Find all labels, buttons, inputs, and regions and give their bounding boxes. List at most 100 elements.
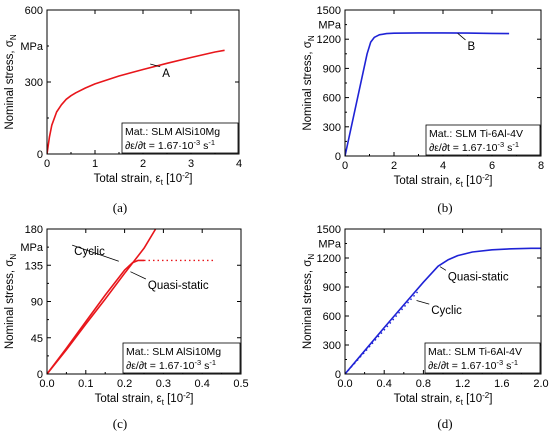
annotation-leader (457, 33, 466, 41)
series-line-2 (47, 259, 144, 374)
x-tick-label: 2.0 (533, 378, 548, 390)
annotation-label: Quasi-static (148, 280, 209, 292)
x-axis-label-superscript: -2 (182, 171, 190, 180)
x-axis-label-text: Total strain, ε (394, 393, 461, 405)
panel-caption: (a) (113, 200, 127, 215)
info-box (425, 124, 541, 156)
info-material: Mat.: SLM Ti-6Al-4V (429, 128, 523, 140)
x-tick-label: 3 (188, 158, 194, 170)
annotation-leader (150, 63, 161, 68)
info-strain-rate-exponent: -3 (497, 140, 504, 149)
info-strain-rate-unit-exponent: -1 (209, 358, 216, 367)
y-axis-label-subscript: N (307, 254, 316, 260)
info-strain-rate-unit-exponent: -1 (208, 138, 215, 147)
info-strain-rate-text: ∂ε/∂t = 1.67·10 (126, 360, 195, 372)
x-axis-label-superscript: -2 (183, 391, 191, 400)
x-axis-label-subscript: t (161, 178, 164, 187)
x-tick-label: 1.2 (455, 378, 470, 390)
y-tick-label: 45 (31, 333, 43, 345)
y-axis-label-text: Nominal stress, σ (302, 41, 314, 131)
info-strain-rate: ∂ε/∂t = 1.67·10-3 s-1 (429, 140, 519, 154)
y-axis-label-subscript: N (9, 34, 18, 40)
x-axis-label: Total strain, εt [10-2] (95, 391, 194, 407)
y-axis-label-subscript: N (307, 35, 316, 41)
info-material: Mat.: SLM AlSi10Mg (125, 126, 220, 138)
y-tick-label: 135 (25, 260, 43, 272)
info-strain-rate-unit-exponent: -1 (512, 140, 519, 149)
info-strain-rate-text: ∂ε/∂t = 1.67·10 (429, 142, 498, 154)
annotation-label: A (162, 68, 170, 80)
y-axis-label-text: Nominal stress, σ (302, 260, 314, 350)
x-axis-label-text: [10 (463, 175, 482, 187)
y-axis-label: Nominal stress, σN (4, 34, 18, 130)
info-strain-rate: ∂ε/∂t = 1.67·10-3 s-1 (125, 138, 215, 152)
info-strain-rate-unit: s (201, 360, 209, 372)
panel-caption: (c) (113, 416, 127, 431)
info-strain-rate-unit: s (503, 360, 511, 372)
x-tick-label: 2 (140, 158, 146, 170)
y-axis-label: Nominal stress, σN (302, 254, 316, 350)
x-tick-label: 0 (342, 160, 348, 172)
annotation-leader (72, 244, 119, 262)
series-line-1 (47, 229, 157, 374)
y-tick-label: 600 (25, 5, 43, 17)
chart-panel-3: 0.0 0.1 0.2 0.3 0.4 0.504590135180MPaNominal … (4, 224, 249, 431)
info-strain-rate-exponent: -3 (194, 358, 201, 367)
x-tick-label: 6 (489, 160, 495, 172)
y-axis-label-text: Nominal stress, σ (4, 40, 16, 130)
series-line-2 (345, 290, 420, 374)
x-axis-label-text: [10 (164, 393, 183, 405)
x-axis-label-text: Total strain, ε (95, 393, 162, 405)
y-tick-label: 300 (25, 77, 43, 89)
y-tick-label: 300 (323, 122, 341, 134)
series-line-1 (345, 32, 510, 156)
y-tick-label: 1500 (317, 5, 341, 17)
y-tick-label: 90 (31, 297, 43, 309)
info-material: Mat.: SLM AlSi10Mg (126, 346, 221, 358)
unit-label: MPa (20, 242, 44, 254)
unit-label: MPa (318, 20, 342, 32)
x-tick-label: 0.3 (156, 378, 171, 390)
x-tick-label: 0.0 (39, 378, 54, 390)
info-strain-rate-exponent: -3 (496, 358, 503, 367)
series-line-1 (345, 247, 541, 374)
x-tick-label: 0.4 (377, 378, 392, 390)
info-strain-rate-exponent: -3 (193, 138, 200, 147)
y-tick-label: 1200 (317, 253, 341, 265)
x-axis-label: Total strain, εt [10-2] (394, 391, 493, 407)
panel-caption: (d) (437, 416, 452, 431)
y-tick-label: 300 (323, 340, 341, 352)
y-tick-label: 600 (323, 311, 341, 323)
x-tick-label: 4 (236, 158, 242, 170)
info-strain-rate-unit-exponent: -1 (511, 358, 518, 367)
x-axis-label-text: ] (190, 393, 193, 405)
x-axis-label: Total strain, εt [10-2] (94, 171, 193, 187)
y-tick-label: 180 (25, 224, 43, 236)
x-axis-label: Total strain, εt [10-2] (394, 173, 493, 189)
annotation-leader (130, 271, 147, 280)
chart-panel-4: 0.0 0.4 0.8 1.2 1.6 2.0030060090012001500MPaN… (302, 224, 549, 431)
info-box (122, 342, 241, 374)
y-tick-label: 900 (323, 282, 341, 294)
y-tick-label: 0 (37, 369, 43, 381)
info-box (121, 122, 239, 154)
x-tick-label: 0.4 (195, 378, 210, 390)
x-tick-label: 4 (440, 160, 446, 172)
y-tick-label: 0 (37, 149, 43, 161)
y-tick-label: 0 (335, 151, 341, 163)
y-axis-label-subscript: N (9, 254, 18, 260)
x-tick-label: 0.2 (117, 378, 132, 390)
x-axis-label-text: ] (489, 175, 492, 187)
y-axis-label: Nominal stress, σN (302, 35, 316, 131)
info-strain-rate: ∂ε/∂t = 1.67·10-3 s-1 (126, 358, 216, 372)
info-strain-rate-text: ∂ε/∂t = 1.67·10 (125, 140, 194, 152)
y-tick-label: 1200 (317, 34, 341, 46)
x-axis-label-text: Total strain, ε (394, 175, 461, 187)
y-tick-label: 1500 (317, 224, 341, 236)
x-axis-label-text: ] (189, 173, 192, 185)
x-axis-label-text: [10 (463, 393, 482, 405)
info-strain-rate-unit: s (504, 142, 512, 154)
